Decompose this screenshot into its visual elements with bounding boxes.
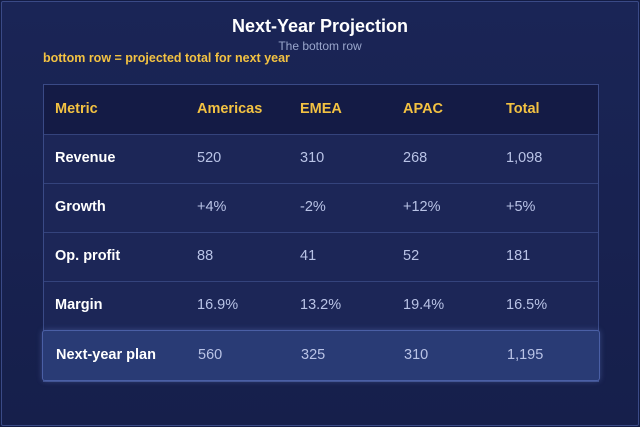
chart-title: Next-Year Projection	[231, 16, 409, 36]
table-cell: 16.5%	[506, 297, 548, 313]
header-cell: Total	[506, 101, 540, 117]
metric-label: Next-year plan	[56, 347, 156, 363]
table-cell: +5%	[506, 199, 536, 215]
table-cell: 325	[301, 347, 326, 363]
table-cell: 52	[403, 248, 420, 264]
header-cell: EMEA	[300, 101, 342, 117]
table-row: Op. profit 88 41 52 181	[44, 232, 598, 282]
header-cell: APAC	[403, 101, 444, 117]
table-cell: 310	[404, 347, 429, 363]
table-cell: 268	[403, 150, 428, 166]
metric-label: Growth	[55, 199, 106, 215]
table-row: Revenue 520 310 268 1,098	[44, 134, 598, 184]
annotation-note: bottom row = projected total for next ye…	[43, 51, 290, 65]
header-cell: Americas	[197, 101, 263, 117]
metric-label: Op. profit	[55, 248, 121, 264]
table-row: Growth +4% -2% +12% +5%	[44, 183, 598, 233]
table-cell: -2%	[300, 199, 326, 215]
chart-subtitle: The bottom row	[278, 39, 362, 53]
table-cell: 1,195	[507, 347, 544, 363]
projection-table: Metric Americas EMEA APAC Total Revenue …	[42, 84, 600, 382]
table-row: Margin 16.9% 13.2% 19.4% 16.5%	[44, 281, 598, 331]
metric-label: Margin	[55, 297, 103, 313]
metric-label: Revenue	[55, 150, 116, 166]
table-cell: 19.4%	[403, 297, 445, 313]
table-cell: 41	[300, 248, 317, 264]
table-cell: +4%	[197, 199, 227, 215]
table-cell: 520	[197, 150, 222, 166]
table-cell: +12%	[403, 199, 441, 215]
table-cell: 88	[197, 248, 214, 264]
projection-row: Next-year plan 560 325 310 1,195	[42, 330, 600, 381]
table-header-row: Metric Americas EMEA APAC Total	[44, 85, 598, 135]
header-cell: Metric	[55, 101, 98, 117]
table-cell: 1,098	[506, 150, 543, 166]
table-cell: 310	[300, 150, 325, 166]
table-cell: 181	[506, 248, 531, 264]
table-cell: 13.2%	[300, 297, 342, 313]
table-cell: 560	[198, 347, 223, 363]
table-cell: 16.9%	[197, 297, 239, 313]
